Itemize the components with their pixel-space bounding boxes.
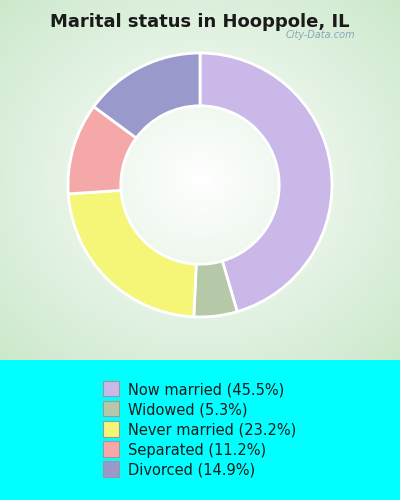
Wedge shape	[68, 190, 196, 317]
Wedge shape	[194, 261, 237, 317]
Wedge shape	[94, 53, 200, 138]
Wedge shape	[200, 53, 332, 312]
Wedge shape	[68, 106, 136, 194]
Text: Marital status in Hooppole, IL: Marital status in Hooppole, IL	[50, 13, 350, 31]
Legend: Now married (45.5%), Widowed (5.3%), Never married (23.2%), Separated (11.2%), D: Now married (45.5%), Widowed (5.3%), Nev…	[104, 382, 296, 478]
Text: City-Data.com: City-Data.com	[286, 30, 355, 40]
